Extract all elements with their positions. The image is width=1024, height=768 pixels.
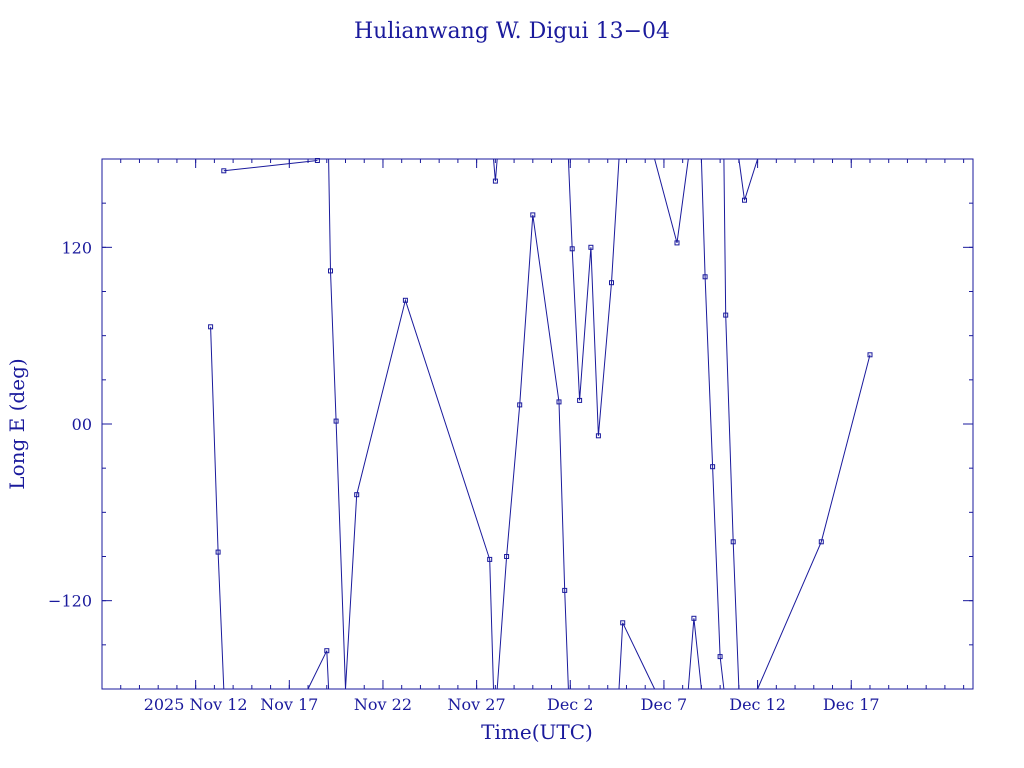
series-line-segment bbox=[567, 158, 620, 436]
y-tick-label: 00 bbox=[72, 415, 92, 434]
data-point bbox=[556, 399, 562, 405]
series-line-segment bbox=[654, 158, 689, 244]
data-point bbox=[691, 615, 697, 621]
x-tick-label: Dec 17 bbox=[823, 695, 880, 714]
x-tick-label: 2025 Nov 12 bbox=[144, 695, 248, 714]
data-point bbox=[730, 539, 736, 545]
series-line-segment bbox=[687, 618, 702, 690]
series-line-segment bbox=[223, 160, 318, 172]
data-point bbox=[354, 492, 360, 498]
data-point bbox=[710, 464, 716, 470]
y-axis-label: Long E (deg) bbox=[5, 358, 29, 489]
plot-frame bbox=[101, 158, 974, 690]
series-line-segment bbox=[738, 158, 759, 201]
data-point bbox=[215, 549, 221, 555]
series-line-segment bbox=[496, 214, 569, 690]
longitude-series bbox=[208, 158, 873, 690]
data-point bbox=[221, 168, 227, 174]
data-point bbox=[530, 212, 536, 218]
data-point bbox=[620, 620, 626, 626]
data-point bbox=[674, 240, 680, 246]
data-point bbox=[562, 587, 568, 593]
data-point bbox=[314, 158, 320, 163]
x-axis-label: Time(UTC) bbox=[481, 720, 593, 744]
data-point bbox=[328, 268, 333, 274]
series-line-segment bbox=[493, 158, 498, 182]
x-tick-label: Nov 17 bbox=[260, 695, 318, 714]
data-point bbox=[717, 654, 723, 660]
series-line-segment bbox=[345, 298, 494, 690]
data-point bbox=[609, 280, 614, 286]
data-point bbox=[742, 197, 747, 203]
data-point bbox=[208, 324, 214, 330]
data-point bbox=[517, 402, 523, 408]
x-tick-label: Dec 7 bbox=[641, 695, 688, 714]
series-line-segment bbox=[700, 158, 725, 690]
data-point bbox=[723, 312, 729, 318]
data-point bbox=[867, 352, 873, 358]
x-tick-label: Nov 22 bbox=[354, 695, 412, 714]
data-point bbox=[577, 397, 583, 403]
series-line-segment bbox=[757, 354, 871, 690]
data-point bbox=[324, 648, 330, 654]
y-axis-ticks: 120 00 −120 bbox=[48, 202, 973, 646]
data-point bbox=[702, 274, 708, 280]
series-line-segment bbox=[618, 622, 656, 690]
series-line-segment bbox=[210, 326, 225, 690]
data-point bbox=[569, 246, 575, 252]
data-point bbox=[595, 433, 601, 439]
y-tick-label: 120 bbox=[61, 238, 92, 257]
x-tick-label: Nov 27 bbox=[448, 695, 506, 714]
series-line-segment bbox=[328, 158, 346, 690]
x-tick-label: Dec 12 bbox=[729, 695, 786, 714]
data-point bbox=[333, 418, 339, 424]
data-point bbox=[487, 556, 493, 562]
chart-title: Hulianwang W. Digui 13−04 bbox=[354, 19, 670, 44]
data-point bbox=[588, 244, 594, 250]
x-axis-ticks: 2025 Nov 12 Nov 17 Nov 22 Nov 27 Dec 2 Dec 7 D… bbox=[101, 159, 965, 714]
y-tick-label: −120 bbox=[48, 592, 92, 611]
x-tick-label: Dec 2 bbox=[547, 695, 594, 714]
data-point bbox=[504, 554, 510, 559]
data-point bbox=[492, 178, 498, 184]
data-point bbox=[402, 297, 408, 303]
data-point bbox=[818, 539, 824, 545]
series-line-segment bbox=[723, 158, 740, 690]
series-line-segment bbox=[307, 650, 330, 690]
